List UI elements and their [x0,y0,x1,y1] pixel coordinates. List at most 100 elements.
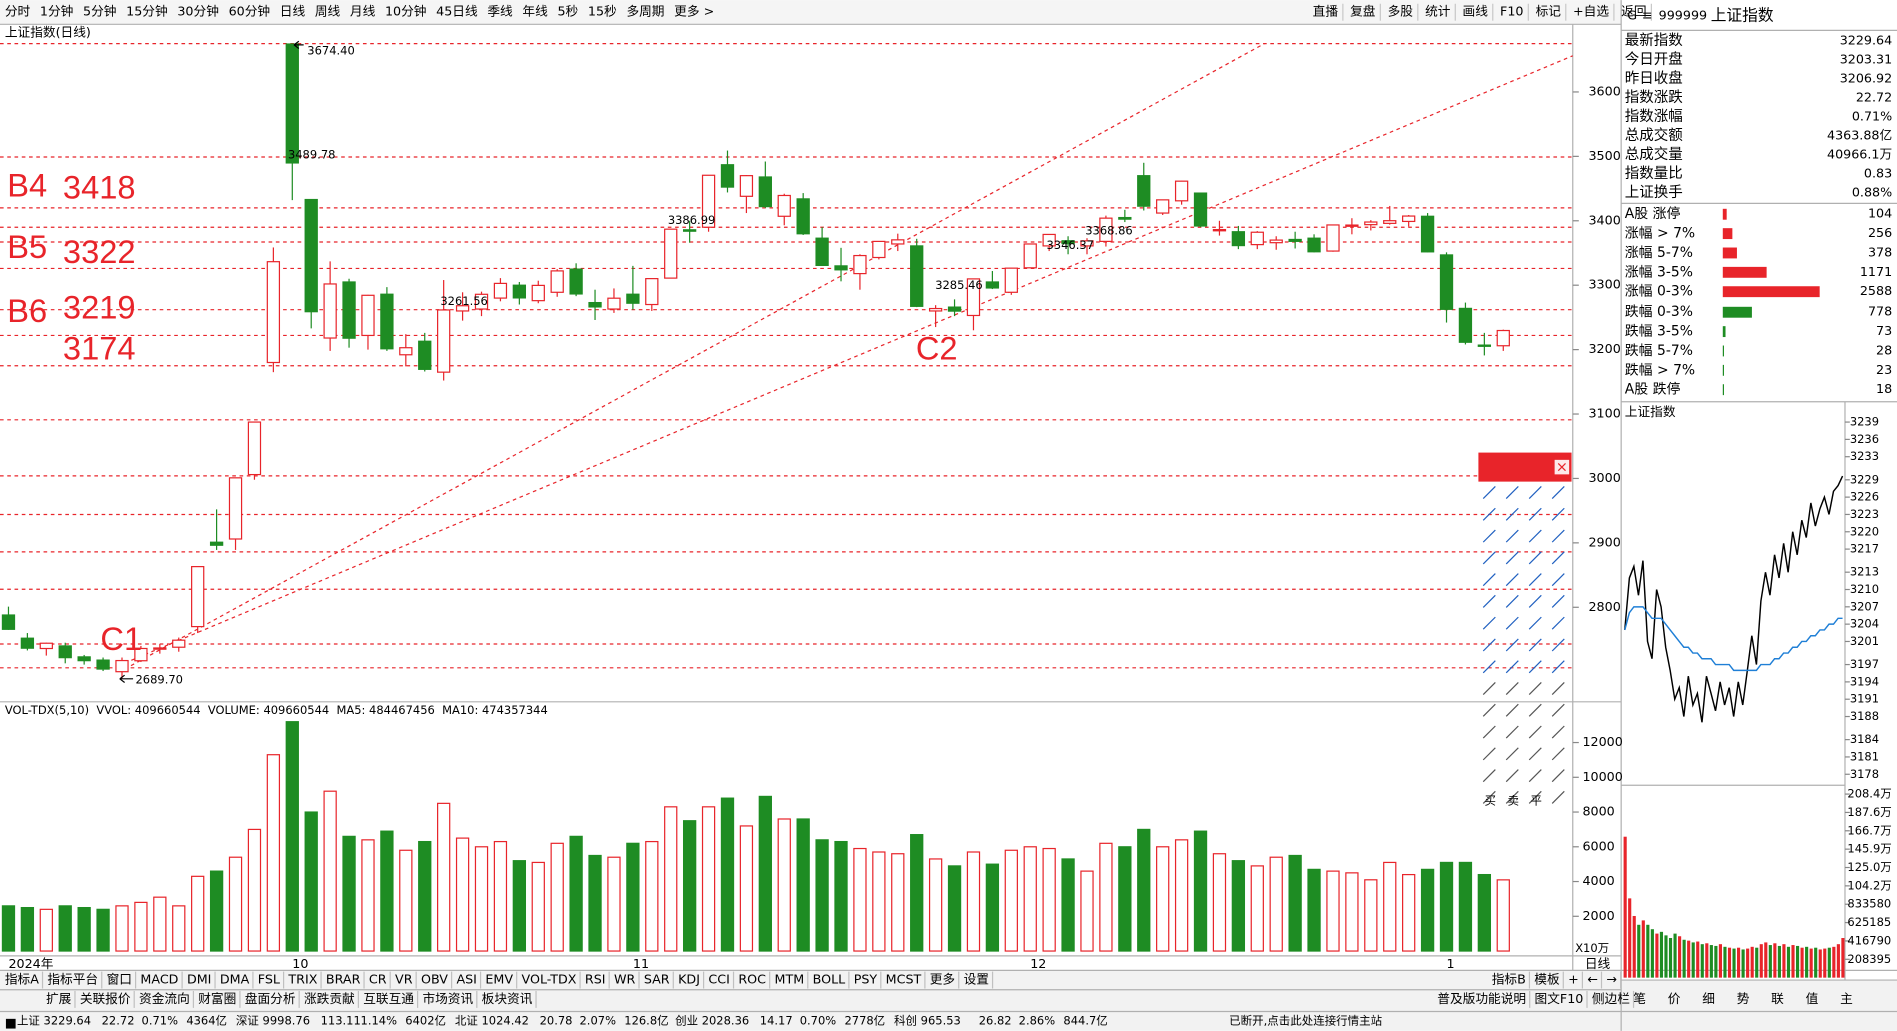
status-notice[interactable]: 已断开,点击此处连接行情主站 [1229,1014,1382,1028]
tab[interactable]: DMI [187,972,211,987]
tool-icon[interactable] [1505,573,1519,587]
side-tab[interactable]: 联 [1771,991,1784,1006]
side-tab[interactable]: 价 [1668,991,1681,1006]
tab[interactable]: 互联互通 [363,991,414,1006]
tool-button[interactable]: 统计 [1425,4,1451,19]
tab[interactable]: 涨跌贡献 [304,991,355,1006]
tool-icon[interactable] [1505,551,1519,565]
tool-icon[interactable] [1551,529,1565,543]
tool-icon[interactable] [1528,747,1542,761]
period-tab[interactable]: 更多 > [674,4,714,19]
tab[interactable]: MACD [140,972,178,987]
tool-icon[interactable] [1505,616,1519,630]
period-tab[interactable]: 分时 [5,4,31,19]
tab[interactable]: 模板 [1534,972,1560,987]
tool-icon[interactable] [1528,790,1542,804]
tool-icon[interactable] [1551,703,1565,717]
tool-icon[interactable] [1505,790,1519,804]
tab[interactable]: VR [395,972,413,987]
tool-icon[interactable] [1551,660,1565,674]
tab[interactable]: DMA [220,972,250,987]
tab[interactable]: 更多 [930,972,955,987]
tool-icon[interactable] [1528,638,1542,652]
tool-icon[interactable] [1482,594,1496,608]
period-tab[interactable]: 45日线 [436,4,478,19]
tool-icon[interactable] [1482,551,1496,565]
side-tab[interactable]: 细 [1702,991,1715,1006]
tool-icon[interactable] [1505,594,1519,608]
tab[interactable]: 市场资讯 [422,991,473,1006]
tool-icon[interactable] [1505,529,1519,543]
tab[interactable]: BOLL [813,972,846,987]
tab[interactable]: PSY [854,972,878,987]
tab[interactable]: SAR [644,972,670,987]
tool-icon[interactable] [1482,660,1496,674]
tool-icon[interactable] [1551,769,1565,783]
tool-icon[interactable] [1482,573,1496,587]
period-tab[interactable]: 日线 [280,4,306,19]
period-tab[interactable]: 1分钟 [40,4,73,19]
tool-icon[interactable] [1482,747,1496,761]
period-tab[interactable]: 季线 [487,4,513,19]
tab[interactable]: CR [369,972,387,987]
tool-icon[interactable] [1482,529,1496,543]
tool-icon[interactable] [1528,725,1542,739]
tab[interactable]: ← [1587,972,1598,987]
tool-icon[interactable] [1505,660,1519,674]
tool-icon[interactable] [1528,573,1542,587]
tool-button[interactable]: 直播 [1313,4,1339,19]
tool-icon[interactable] [1528,769,1542,783]
tool-icon[interactable] [1551,790,1565,804]
tool-icon[interactable] [1482,790,1496,804]
tab[interactable]: 侧边栏 [1592,991,1630,1006]
tab[interactable]: MCST [886,972,922,987]
period-tab[interactable]: 60分钟 [229,4,271,19]
tool-button[interactable]: 复盘 [1350,4,1376,19]
tool-button[interactable]: 画线 [1463,4,1489,19]
tool-icon[interactable] [1551,682,1565,695]
tab[interactable]: 图文F10 [1535,991,1584,1006]
tab[interactable]: + [1568,972,1579,987]
tool-icon[interactable] [1482,616,1496,630]
tool-icon[interactable] [1505,725,1519,739]
tool-icon[interactable] [1482,682,1496,695]
tool-icon[interactable] [1528,682,1542,695]
period-tab[interactable]: 10分钟 [385,4,427,19]
tool-icon[interactable] [1482,769,1496,783]
tool-icon[interactable] [1551,507,1565,521]
period-tab[interactable]: 5秒 [557,4,578,19]
tool-icon[interactable] [1505,507,1519,521]
side-tab[interactable]: 势 [1737,991,1750,1006]
tab[interactable]: 资金流向 [139,991,190,1006]
tab[interactable]: 关联报价 [80,991,131,1006]
tool-icon[interactable] [1505,747,1519,761]
trade-button[interactable]: 平 [1530,794,1542,808]
side-tab[interactable]: 主 [1840,991,1853,1006]
side-tab[interactable]: 笔 [1633,991,1646,1006]
tool-button[interactable]: 返回 [1621,4,1646,19]
tool-icon[interactable] [1528,660,1542,674]
tab[interactable]: CCI [708,972,729,987]
tool-icon[interactable] [1482,703,1496,717]
tab[interactable]: 盘面分析 [245,991,296,1006]
tool-icon[interactable] [1551,616,1565,630]
tool-icon[interactable] [1482,486,1496,499]
tab[interactable]: → [1606,972,1617,987]
tab[interactable]: 窗口 [107,972,132,987]
tool-icon[interactable] [1528,703,1542,717]
tab[interactable]: FSL [258,972,280,987]
tool-icon[interactable] [1505,769,1519,783]
tool-icon[interactable] [1551,638,1565,652]
tool-icon[interactable] [1551,725,1565,739]
tab[interactable]: OBV [421,972,448,987]
side-tab[interactable]: 值 [1806,991,1819,1006]
trade-button[interactable]: 买 [1484,794,1495,808]
period-tab[interactable]: 月线 [350,4,376,19]
period-tab[interactable]: 15秒 [588,4,617,19]
tab[interactable]: 设置 [964,972,989,987]
tab[interactable]: MTM [775,972,805,987]
tool-icon[interactable] [1482,725,1496,739]
tool-icon[interactable] [1551,747,1565,761]
tool-button[interactable]: F10 [1500,4,1523,19]
tab[interactable]: 普及版功能说明 [1437,991,1526,1006]
